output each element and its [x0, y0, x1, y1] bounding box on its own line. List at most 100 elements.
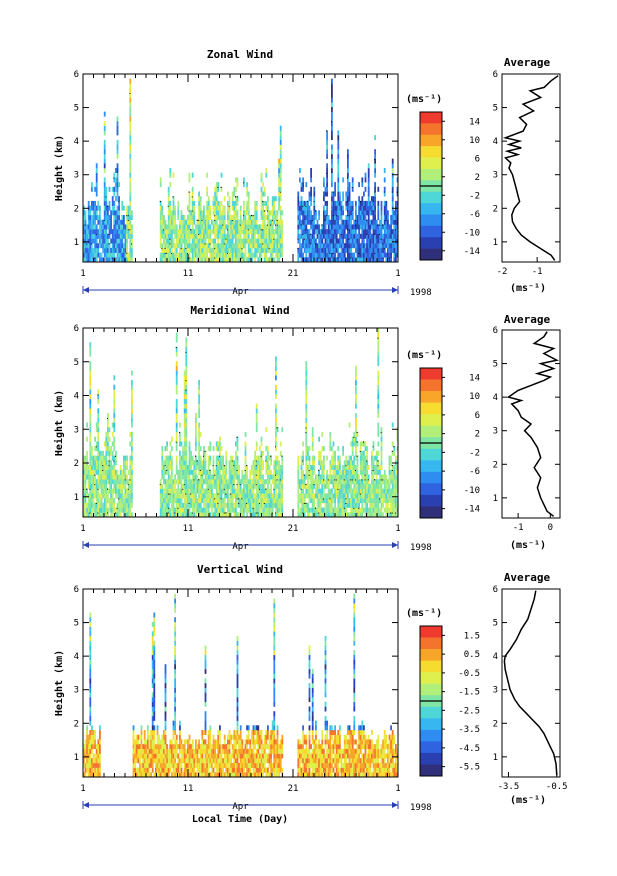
heat-cell [179, 229, 181, 235]
heat-cell [238, 469, 240, 475]
heat-cell [387, 224, 389, 230]
heat-cell [230, 498, 232, 504]
heat-cell [278, 233, 280, 239]
heat-cell [339, 474, 341, 480]
heat-cell [204, 512, 207, 518]
heat-cell [265, 205, 268, 211]
heat-cell [231, 224, 234, 230]
heat-cell [84, 215, 87, 220]
heat-cell [188, 172, 191, 178]
heat-cell [318, 224, 320, 230]
heat-cell [95, 205, 98, 211]
heat-cell [391, 219, 394, 225]
heat-cell [94, 229, 96, 235]
heat-cell [228, 483, 231, 489]
heat-cell [172, 498, 175, 504]
heat-cell [87, 507, 90, 513]
heat-cell [260, 479, 263, 485]
heat-cell [363, 474, 365, 480]
heat-contour [169, 243, 171, 245]
heat-cell [358, 512, 360, 518]
heat-cell [335, 512, 338, 518]
heat-cell [377, 375, 380, 381]
heat-cell [319, 247, 322, 253]
heat-cell [243, 210, 245, 216]
heat-contour [382, 479, 384, 481]
heat-cell [163, 224, 165, 230]
heat-cell [171, 219, 173, 225]
heat-cell [235, 460, 237, 466]
heat-cell [331, 111, 333, 117]
heat-cell [385, 219, 388, 225]
heat-cell [278, 196, 280, 202]
heat-cell [103, 111, 106, 117]
heat-cell [367, 512, 370, 518]
heat-cell [351, 243, 354, 249]
heat-contour [366, 233, 368, 235]
heat-cell [268, 512, 271, 518]
heat-cell [91, 252, 93, 258]
heat-cell [127, 479, 130, 485]
heat-cell [369, 238, 372, 244]
heat-cell [387, 210, 389, 216]
heat-cell [369, 219, 372, 225]
heat-contour [108, 460, 110, 462]
heat-cell [214, 191, 216, 197]
heat-cell [255, 474, 258, 480]
heat-cell [217, 233, 220, 239]
heat-cell [223, 479, 226, 485]
heat-cell [262, 238, 264, 244]
heat-cell [311, 441, 314, 447]
heat-cell [259, 238, 261, 244]
heat-cell [95, 427, 98, 433]
heat-cell [348, 210, 351, 216]
heat-cell [268, 243, 271, 249]
heat-cell [241, 512, 244, 518]
heat-cell [111, 479, 114, 485]
heat-cell [169, 243, 172, 249]
heat-cell [219, 498, 221, 504]
heat-contour [204, 450, 206, 452]
heat-cell [260, 252, 263, 258]
heat-cell [115, 460, 117, 466]
heat-cell [259, 502, 261, 508]
heat-cell [215, 455, 218, 461]
heat-cell [260, 498, 263, 504]
heat-cell [273, 257, 276, 263]
heat-cell [99, 205, 101, 211]
heat-cell [102, 465, 104, 470]
heat-cell [103, 215, 106, 220]
heat-cell [241, 507, 244, 513]
heat-cell [222, 229, 224, 235]
heat-cell [97, 422, 100, 428]
heat-cell [187, 238, 189, 244]
heat-cell [347, 172, 349, 178]
heat-cell [236, 200, 239, 206]
heat-cell [159, 205, 162, 211]
heat-cell [307, 502, 309, 508]
heat-cell [129, 97, 132, 103]
heat-cell [361, 498, 364, 504]
heat-cell [323, 479, 325, 485]
heat-cell [351, 229, 354, 235]
heat-cell [171, 229, 173, 235]
heat-cell [97, 455, 100, 461]
heat-cell [207, 498, 210, 504]
heat-cell [199, 233, 202, 239]
heat-cell [212, 219, 215, 225]
heat-cell [267, 488, 269, 494]
heat-cell [183, 384, 186, 390]
heat-cell [281, 247, 284, 253]
heat-cell [84, 507, 87, 513]
heat-cell [377, 512, 380, 518]
heat-cell [118, 498, 120, 504]
heat-cell [195, 465, 197, 470]
heat-cell [353, 474, 356, 480]
heat-cell [108, 507, 111, 513]
heat-cell [225, 233, 228, 239]
heat-cell [110, 450, 112, 456]
heat-cell [313, 196, 316, 202]
heat-cell [239, 493, 242, 499]
heat-cell [372, 446, 375, 452]
heat-cell [190, 469, 192, 475]
